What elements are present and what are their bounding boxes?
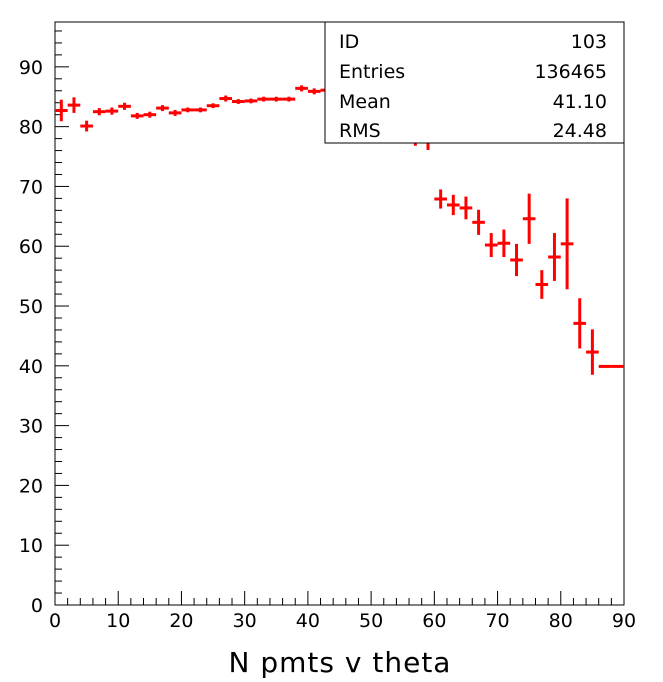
data-point (535, 270, 549, 299)
x-axis-title: N pmts v theta (229, 646, 452, 679)
data-point (586, 329, 599, 375)
x-tick-label: 0 (49, 610, 61, 632)
y-tick-label: 30 (19, 416, 43, 438)
data-point (105, 107, 119, 115)
x-tick-label: 60 (422, 610, 446, 632)
x-tick-label: 90 (612, 610, 636, 632)
data-point (434, 189, 447, 209)
data-point (67, 97, 81, 113)
data-point (194, 107, 207, 113)
x-tick-label: 10 (106, 610, 130, 632)
data-point (307, 88, 321, 95)
y-tick-label: 40 (19, 356, 43, 378)
data-point (446, 194, 460, 216)
data-point (92, 108, 106, 116)
y-tick-label: 90 (19, 57, 43, 79)
y-tick-label: 80 (19, 117, 43, 139)
y-tick-label: 20 (19, 475, 43, 497)
y-tick-label: 50 (19, 296, 43, 318)
stats-label: Mean (339, 91, 391, 113)
data-point (472, 209, 485, 235)
data-point (484, 233, 498, 257)
data-point (269, 96, 283, 102)
data-point (459, 196, 473, 220)
y-tick-label: 0 (31, 595, 43, 617)
data-point (143, 111, 157, 118)
data-point (510, 243, 523, 277)
stats-label: Entries (339, 61, 405, 83)
x-tick-label: 50 (359, 610, 383, 632)
stats-value: 136465 (534, 61, 607, 83)
data-point (282, 96, 296, 102)
stats-box-frame (324, 21, 625, 144)
data-point (560, 198, 574, 290)
stats-label: RMS (339, 120, 381, 142)
data-point (244, 98, 258, 104)
x-tick-label: 80 (549, 610, 573, 632)
data-point (497, 229, 511, 257)
data-point (156, 105, 169, 112)
stats-value: 41.10 (553, 91, 607, 113)
data-point (80, 120, 93, 132)
x-tick-label: 30 (233, 610, 257, 632)
stats-label: ID (339, 31, 359, 53)
data-point (232, 99, 245, 104)
data-point (118, 102, 131, 110)
x-tick-label: 70 (485, 610, 509, 632)
y-tick-label: 70 (19, 176, 43, 198)
data-point (257, 96, 270, 102)
data-point (219, 95, 233, 102)
x-tick-label: 20 (169, 610, 193, 632)
data-point (55, 99, 68, 122)
axis-ticks (54, 30, 625, 606)
stats-value: 103 (571, 31, 607, 53)
stats-box: ID 103 Entries 136465 Mean 41.10 RMS 24.48 (324, 21, 625, 144)
x-tick-label: 40 (296, 610, 320, 632)
stats-value: 24.48 (553, 120, 607, 142)
data-point (522, 193, 536, 244)
data-point (206, 103, 220, 109)
y-tick-label: 60 (19, 236, 43, 258)
data-point (130, 112, 144, 119)
data-point (295, 85, 308, 92)
y-tick-label: 10 (19, 535, 43, 557)
tick-labels: 0 10 20 30 40 50 60 70 80 90 0 10 20 30 40 50 60 70 80 90 (19, 57, 636, 632)
data-point (181, 107, 195, 113)
data-point (573, 298, 587, 349)
data-point (168, 109, 182, 116)
data-point (548, 233, 561, 281)
